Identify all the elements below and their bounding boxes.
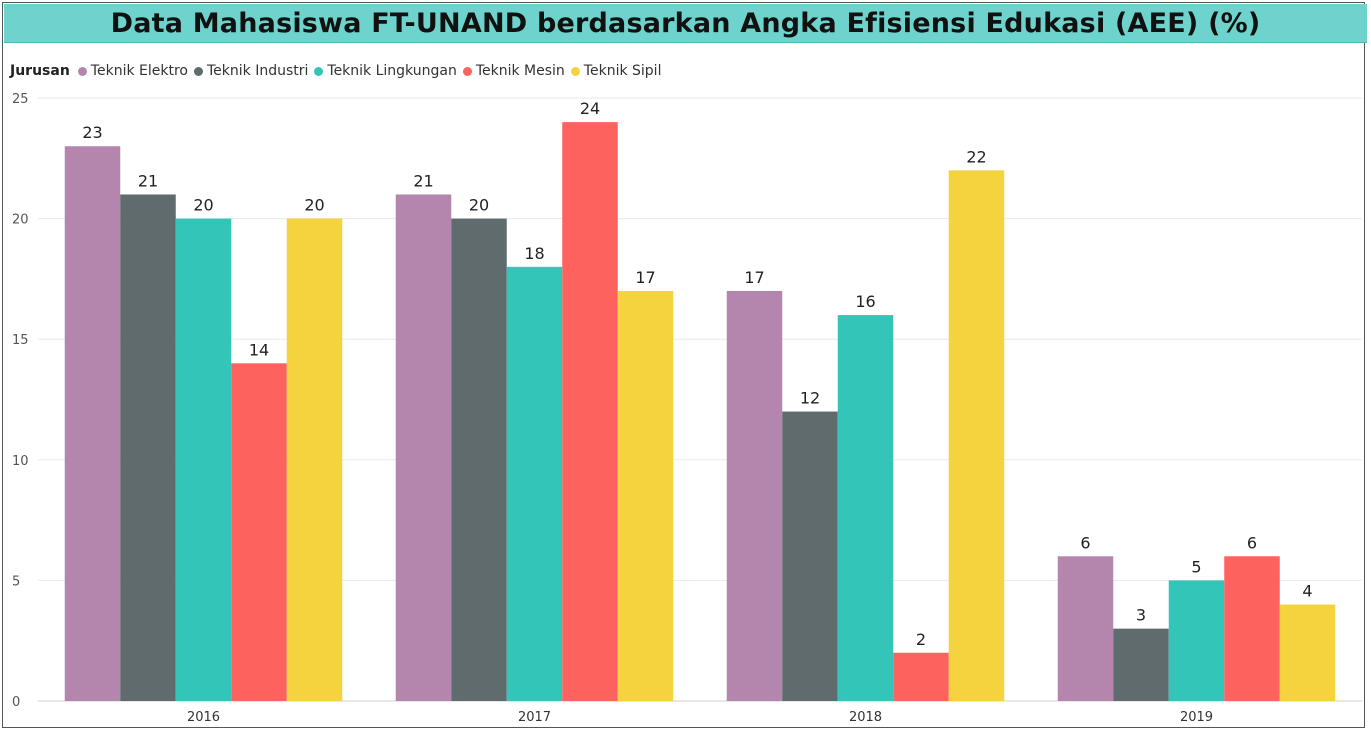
x-tick-label: 2019 <box>1180 710 1213 725</box>
bar-2016-teknik-elektro <box>64 146 121 702</box>
data-label: 20 <box>469 196 489 215</box>
data-label: 24 <box>580 99 600 118</box>
bar-2016-teknik-lingkungan <box>175 218 232 701</box>
bar-2017-teknik-elektro <box>395 194 452 702</box>
bar-2017-teknik-industri <box>451 218 507 701</box>
legend-swatch-teknik-industri <box>193 66 203 76</box>
bar-2019-teknik-industri <box>1113 628 1169 701</box>
legend-item-teknik-lingkungan[interactable]: Teknik Lingkungan <box>314 63 457 79</box>
legend-item-teknik-industri[interactable]: Teknik Industri <box>193 63 309 79</box>
legend-title: Jurusan <box>10 63 70 79</box>
data-label: 17 <box>744 268 764 287</box>
legend-label-teknik-sipil: Teknik Sipil <box>583 63 662 79</box>
bar-2019-teknik-lingkungan <box>1168 580 1225 701</box>
legend-item-teknik-sipil[interactable]: Teknik Sipil <box>570 63 662 79</box>
data-label: 5 <box>1191 557 1201 576</box>
data-label: 14 <box>249 340 269 359</box>
y-tick-label: 5 <box>12 574 20 589</box>
legend-label-teknik-elektro: Teknik Elektro <box>90 63 188 79</box>
bar-2018-teknik-mesin <box>893 652 949 701</box>
data-label: 4 <box>1302 582 1312 601</box>
chart-title: Data Mahasiswa FT-UNAND berdasarkan Angk… <box>110 7 1261 39</box>
x-tick-label: 2016 <box>187 710 220 725</box>
legend-label-teknik-mesin: Teknik Mesin <box>475 63 565 79</box>
data-label: 2 <box>916 630 926 649</box>
y-tick-label: 0 <box>12 695 20 710</box>
data-label: 23 <box>82 123 102 142</box>
data-label: 6 <box>1080 533 1090 552</box>
legend-item-teknik-elektro[interactable]: Teknik Elektro <box>77 63 188 79</box>
title-bar: Data Mahasiswa FT-UNAND berdasarkan Angk… <box>4 4 1367 43</box>
legend: Jurusan Teknik Elektro Teknik Industri T… <box>10 60 667 82</box>
bar-2019-teknik-mesin <box>1224 556 1280 701</box>
bar-2017-teknik-sipil <box>617 290 674 701</box>
bar-2017-teknik-lingkungan <box>506 266 563 701</box>
legend-swatch-teknik-mesin <box>462 66 472 76</box>
data-label: 21 <box>138 171 158 190</box>
legend-swatch-teknik-lingkungan <box>314 66 324 76</box>
data-label: 18 <box>524 244 544 263</box>
bar-2018-teknik-sipil <box>948 170 1005 702</box>
bar-2019-teknik-elektro <box>1057 556 1114 701</box>
legend-swatch-teknik-elektro <box>77 66 87 76</box>
data-label: 22 <box>966 147 986 166</box>
legend-label-teknik-lingkungan: Teknik Lingkungan <box>327 63 457 79</box>
bar-2016-teknik-industri <box>120 194 176 702</box>
data-label: 12 <box>800 389 820 408</box>
bar-2018-teknik-elektro <box>726 290 783 701</box>
data-label: 20 <box>193 196 213 215</box>
bar-2018-teknik-lingkungan <box>837 315 894 701</box>
legend-swatch-teknik-sipil <box>570 66 580 76</box>
data-label: 3 <box>1136 606 1146 625</box>
data-label: 17 <box>635 268 655 287</box>
data-label: 16 <box>855 292 875 311</box>
y-tick-label: 20 <box>12 213 29 228</box>
bar-2016-teknik-mesin <box>231 363 287 701</box>
bar-2016-teknik-sipil <box>286 218 343 701</box>
bar-2017-teknik-mesin <box>562 122 618 702</box>
y-tick-label: 15 <box>12 333 29 348</box>
bar-2018-teknik-industri <box>782 411 838 701</box>
y-tick-label: 25 <box>12 92 29 107</box>
data-label: 6 <box>1247 533 1257 552</box>
data-label: 20 <box>304 196 324 215</box>
x-tick-label: 2017 <box>518 710 551 725</box>
bar-2019-teknik-sipil <box>1279 604 1336 701</box>
legend-label-teknik-industri: Teknik Industri <box>206 63 309 79</box>
legend-item-teknik-mesin[interactable]: Teknik Mesin <box>462 63 565 79</box>
data-label: 21 <box>413 171 433 190</box>
y-tick-label: 10 <box>12 454 29 469</box>
x-tick-label: 2018 <box>849 710 882 725</box>
